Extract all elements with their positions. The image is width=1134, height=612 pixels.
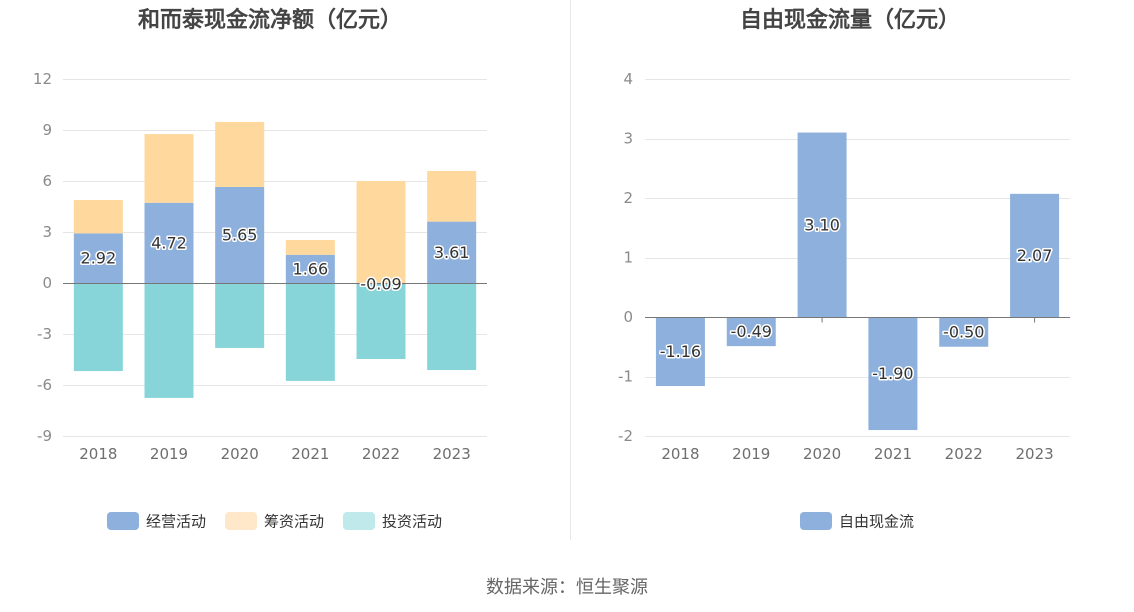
- free-cash-flow-chart-x-tick-label: 2019: [732, 445, 770, 463]
- net-cash-flow-chart: 和而泰现金流净额（亿元） 12 9 6 3 0 -3 -6 -9 2018 2019 2020 2021…: [33, 7, 487, 531]
- free-cash-flow-chart-data-label-2019: -0.49: [731, 322, 772, 341]
- free-cash-flow-chart-data-label-2022: -0.50: [943, 322, 984, 341]
- net-cash-flow-chart-series-1: [73, 122, 477, 283]
- net-cash-flow-chart-legend-swatch: [107, 512, 139, 530]
- net-cash-flow-chart-gridlines: [63, 79, 487, 437]
- net-cash-flow-chart-legend-label: 筹资活动: [264, 513, 324, 531]
- net-cash-flow-chart-legend: 经营活动 筹资活动 投资活动: [107, 512, 442, 531]
- net-cash-flow-chart-x-tick-label: 2018: [79, 445, 117, 463]
- net-cash-flow-chart-legend-item-1: 筹资活动: [225, 512, 324, 531]
- net-cash-flow-chart-legend-item-0: 经营活动: [107, 512, 206, 531]
- free-cash-flow-chart-y-tick-label: 2: [623, 189, 633, 207]
- net-cash-flow-chart-y-tick-label: -6: [37, 376, 52, 394]
- net-cash-flow-chart-y-tick-label: 6: [42, 172, 52, 190]
- free-cash-flow-chart-title: 自由现金流量（亿元）: [740, 7, 960, 33]
- net-cash-flow-chart-bar-s0-2019: [144, 202, 194, 283]
- net-cash-flow-chart-legend-label: 经营活动: [146, 513, 206, 531]
- net-cash-flow-chart-series-2: [73, 283, 477, 398]
- net-cash-flow-chart-bar-s1-2021: [285, 239, 335, 255]
- net-cash-flow-chart-series-0: [73, 186, 477, 285]
- free-cash-flow-chart-bar-s0-2020: [797, 132, 847, 317]
- free-cash-flow-chart-x-tick-label: 2020: [803, 445, 841, 463]
- net-cash-flow-chart-data-label-2023: 3.61: [434, 243, 470, 262]
- free-cash-flow-chart-data-label-2020: 3.10: [804, 215, 840, 234]
- free-cash-flow-chart-bar-s0-2019: [726, 317, 776, 347]
- data-source-note: 数据来源：恒生聚源: [486, 577, 648, 598]
- net-cash-flow-chart-bar-s2-2021: [285, 283, 335, 381]
- free-cash-flow-chart: 自由现金流量（亿元） 4 3 2 1 0 -1 -2 2018 2019 2020 2021 2022 2…: [618, 7, 1070, 531]
- free-cash-flow-chart-data-label-2018: -1.16: [660, 342, 701, 361]
- net-cash-flow-chart-bar-s1-2018: [73, 200, 123, 234]
- free-cash-flow-chart-bar-s0-2022: [939, 317, 989, 347]
- free-cash-flow-chart-x-tick-label: 2022: [945, 445, 983, 463]
- free-cash-flow-chart-legend-label: 自由现金流: [839, 513, 914, 531]
- net-cash-flow-chart-data-label-2021: 1.66: [293, 259, 329, 278]
- net-cash-flow-chart-bar-s2-2018: [73, 283, 123, 372]
- free-cash-flow-chart-x-tick-label: 2018: [661, 445, 699, 463]
- net-cash-flow-chart-bar-s0-2020: [215, 186, 265, 283]
- net-cash-flow-chart-bar-s0-2023: [427, 221, 477, 283]
- net-cash-flow-chart-bar-s2-2019: [144, 283, 194, 398]
- net-cash-flow-chart-y-tick-label: -3: [37, 325, 52, 343]
- net-cash-flow-chart-x-tick-label: 2019: [150, 445, 188, 463]
- free-cash-flow-chart-data-label-2023: 2.07: [1017, 246, 1053, 265]
- free-cash-flow-chart-gridlines: [645, 79, 1070, 437]
- free-cash-flow-chart-series-0: [655, 132, 1060, 431]
- free-cash-flow-chart-y-tick-label: 1: [623, 249, 633, 267]
- net-cash-flow-chart-title: 和而泰现金流净额（亿元）: [138, 7, 402, 33]
- net-cash-flow-chart-bar-s2-2020: [215, 283, 265, 348]
- net-cash-flow-chart-y-tick-label: -9: [37, 427, 52, 445]
- net-cash-flow-chart-legend-swatch: [225, 512, 257, 530]
- net-cash-flow-chart-x-tick-label: 2021: [291, 445, 329, 463]
- free-cash-flow-chart-y-tick-label: 0: [623, 308, 633, 326]
- free-cash-flow-chart-bar-s0-2018: [655, 317, 705, 387]
- net-cash-flow-chart-bar-s2-2023: [427, 283, 477, 371]
- net-cash-flow-chart-data-label-2022: -0.09: [360, 274, 401, 293]
- net-cash-flow-chart-bar-s1-2019: [144, 134, 194, 203]
- net-cash-flow-chart-y-tick-label: 12: [33, 70, 52, 88]
- free-cash-flow-chart-data-label-2021: -1.90: [872, 364, 913, 383]
- net-cash-flow-chart-y-tick-label: 0: [42, 274, 52, 292]
- free-cash-flow-chart-legend: 自由现金流: [800, 512, 914, 531]
- net-cash-flow-chart-bar-s0-2018: [73, 233, 123, 283]
- net-cash-flow-chart-bar-s1-2020: [215, 122, 265, 187]
- net-cash-flow-chart-bar-s0-2021: [285, 254, 335, 283]
- net-cash-flow-chart-x-tick-label: 2020: [221, 445, 259, 463]
- net-cash-flow-chart-data-label-2019: 4.72: [151, 233, 187, 252]
- free-cash-flow-chart-y-tick-label: 3: [623, 130, 633, 148]
- free-cash-flow-chart-bar-s0-2023: [1010, 193, 1060, 317]
- net-cash-flow-chart-legend-swatch: [343, 512, 375, 530]
- free-cash-flow-chart-x-tick-label: 2021: [874, 445, 912, 463]
- net-cash-flow-chart-y-tick-label: 3: [42, 223, 52, 241]
- free-cash-flow-chart-y-tick-label: -1: [618, 368, 633, 386]
- net-cash-flow-chart-bar-s1-2022: [356, 181, 406, 283]
- free-cash-flow-chart-legend-item-0: 自由现金流: [800, 512, 914, 531]
- net-cash-flow-chart-x-tick-label: 2023: [433, 445, 471, 463]
- net-cash-flow-chart-legend-item-2: 投资活动: [343, 512, 442, 531]
- free-cash-flow-chart-y-tick-label: -2: [618, 427, 633, 445]
- free-cash-flow-chart-y-tick-label: 4: [623, 70, 633, 88]
- net-cash-flow-chart-y-tick-label: 9: [42, 121, 52, 139]
- net-cash-flow-chart-bar-s1-2023: [427, 170, 477, 222]
- net-cash-flow-chart-data-label-2018: 2.92: [81, 249, 117, 268]
- free-cash-flow-chart-legend-swatch: [800, 512, 832, 530]
- net-cash-flow-chart-x-tick-label: 2022: [362, 445, 400, 463]
- free-cash-flow-chart-x-tick-label: 2023: [1015, 445, 1053, 463]
- net-cash-flow-chart-bar-s2-2022: [356, 284, 406, 359]
- free-cash-flow-chart-bar-s0-2021: [868, 317, 918, 431]
- net-cash-flow-chart-data-label-2020: 5.65: [222, 225, 258, 244]
- net-cash-flow-chart-legend-label: 投资活动: [382, 513, 442, 531]
